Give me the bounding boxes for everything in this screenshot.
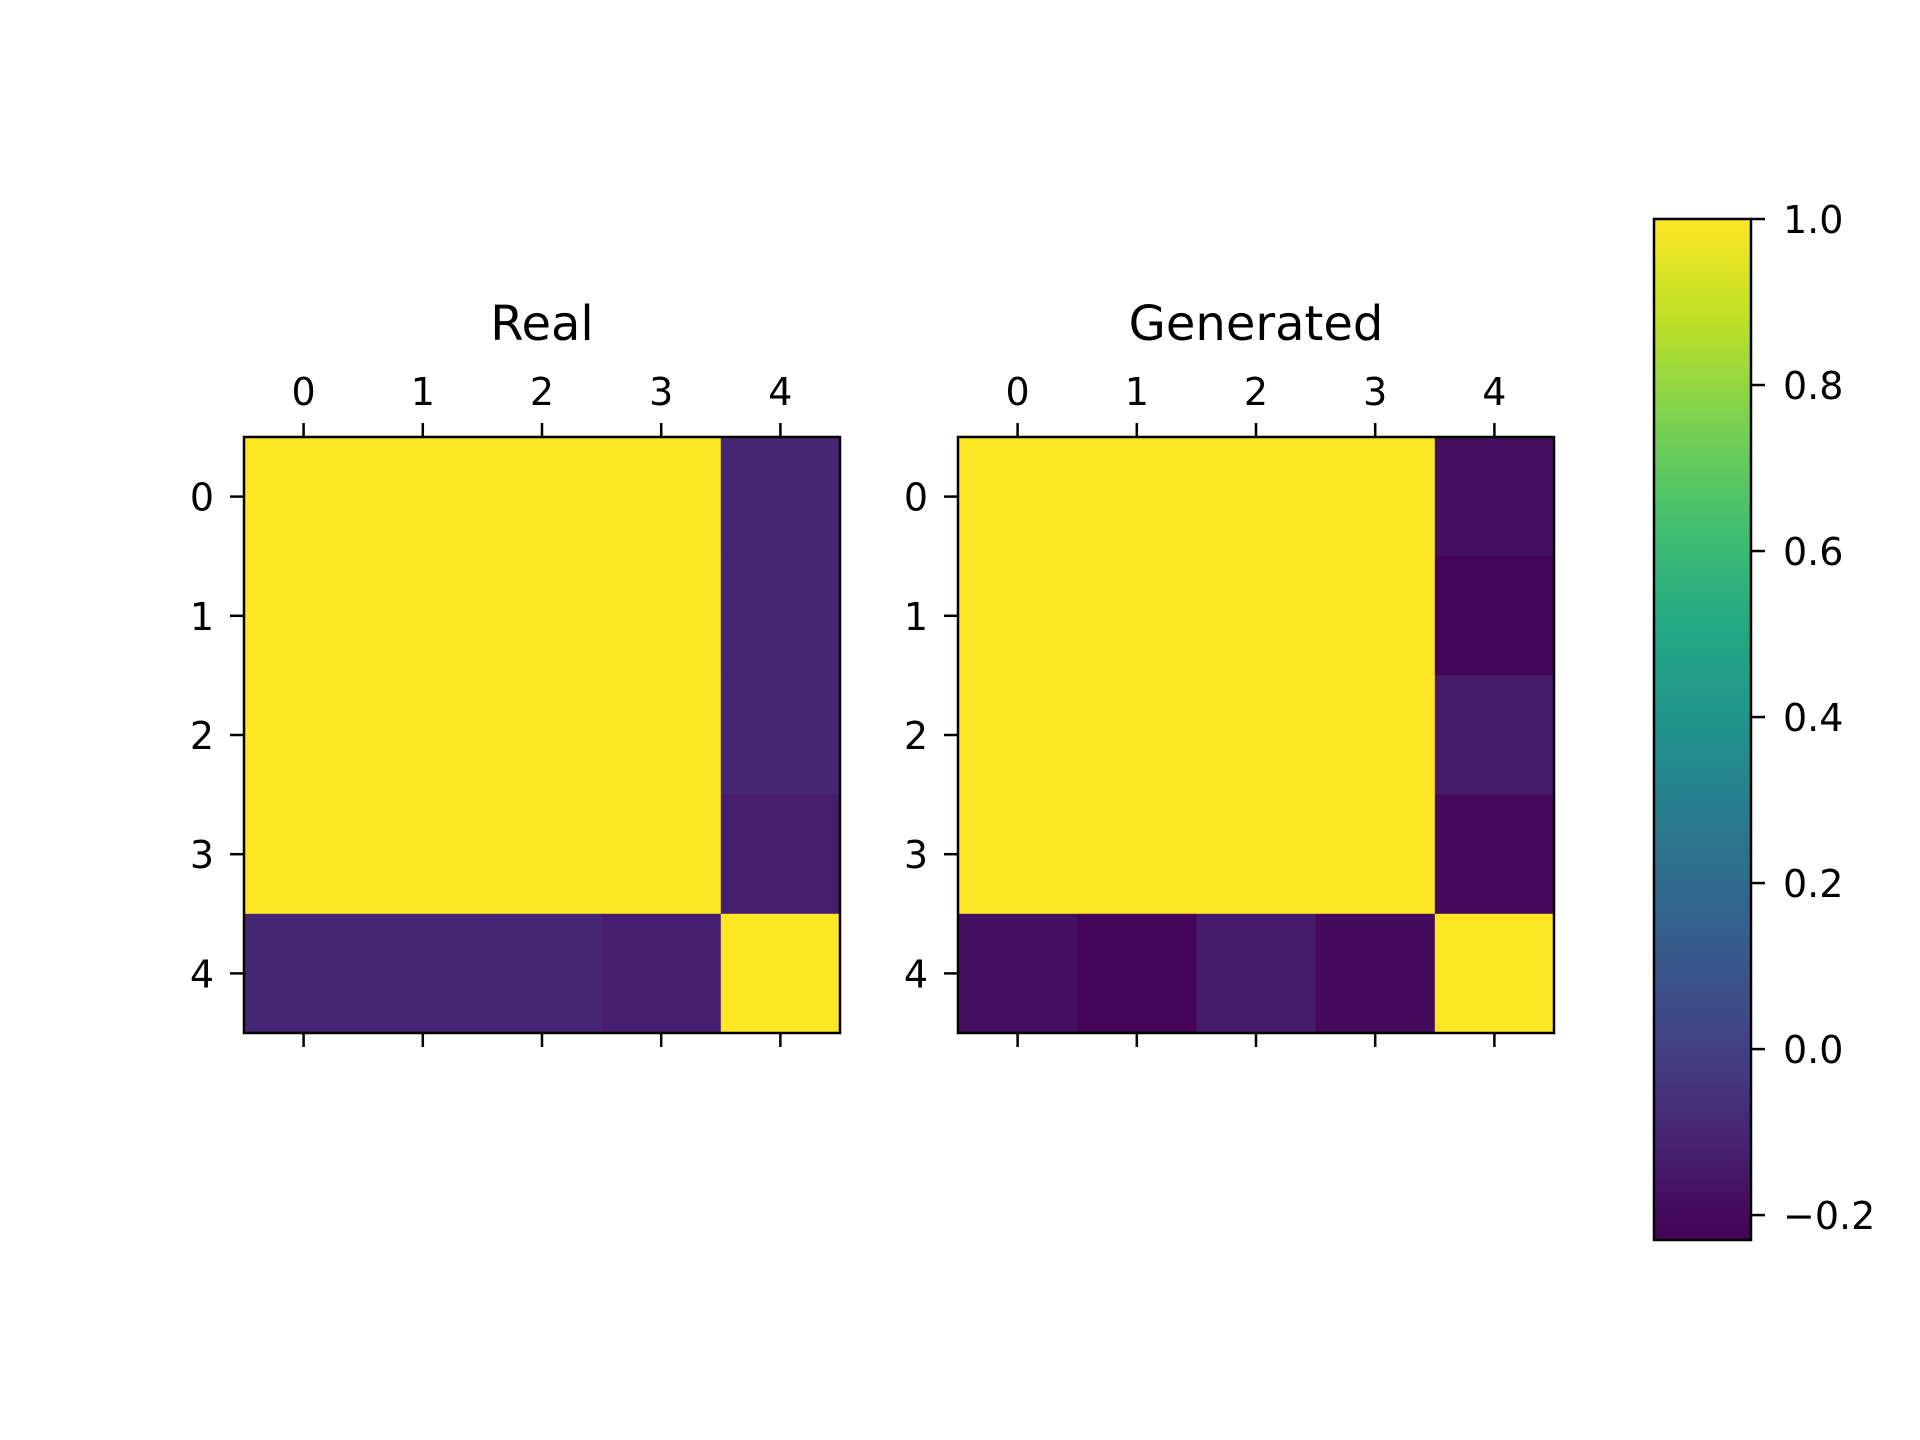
heatmap-cell-real-r2-c3 [601, 675, 722, 796]
x-tick-label-real: 1 [411, 370, 435, 414]
heatmap-cell-real-r4-c4 [720, 913, 841, 1034]
heatmap-cell-generated-r0-c1 [1077, 437, 1197, 557]
x-tick-label-generated: 4 [1482, 370, 1506, 414]
heatmap-generated: Generated 0 1 2 3 4 0 1 2 3 4 [904, 296, 1556, 1047]
heatmap-cell-generated-r4-c4 [1434, 913, 1555, 1034]
heatmap-cell-generated-r4-c0 [958, 913, 1078, 1034]
y-tick-label-generated: 3 [904, 833, 928, 877]
heatmap-cell-real-r1-c4 [720, 556, 841, 676]
heatmap-cell-real-r1-c0 [244, 556, 364, 676]
colorbar-tick-label: 0.2 [1783, 862, 1843, 906]
colorbar-tick-label: −0.2 [1783, 1194, 1875, 1238]
heatmap-cell-generated-r2-c4 [1434, 675, 1555, 796]
heatmap-cell-real-r0-c3 [601, 437, 722, 557]
chart-title-generated: Generated [1129, 296, 1384, 352]
heatmap-cell-real-r3-c0 [244, 794, 364, 915]
colorbar-ticks: 1.0 0.8 0.6 0.4 0.2 0.0 −0.2 [1751, 198, 1875, 1238]
heatmap-cell-real-r2-c4 [720, 675, 841, 796]
heatmap-cell-generated-r2-c0 [958, 675, 1078, 796]
colorbar-frame [1652, 217, 1753, 1242]
heatmap-cell-real-r0-c2 [482, 437, 603, 557]
x-tick-label-real: 3 [649, 370, 673, 414]
colorbar-tick-label: 0.8 [1783, 364, 1843, 408]
x-tick-label-real: 0 [292, 370, 316, 414]
heatmap-cell-generated-r1-c0 [958, 556, 1078, 676]
x-tick-label-real: 4 [768, 370, 792, 414]
x-tick-label-generated: 0 [1006, 370, 1030, 414]
axes-real: 0 1 2 3 4 0 1 2 3 4 [190, 370, 842, 1047]
heatmap-cell-generated-r2-c1 [1077, 675, 1197, 796]
y-tick-label-real: 4 [190, 952, 214, 996]
y-tick-label-real: 3 [190, 833, 214, 877]
heatmap-cell-generated-r2-c2 [1196, 675, 1317, 796]
heatmap-cell-real-r4-c2 [482, 913, 603, 1034]
colorbar-gradient [1654, 219, 1751, 1240]
x-tick-label-generated: 1 [1125, 370, 1149, 414]
heatmap-cell-real-r1-c1 [363, 556, 483, 676]
heatmap-cell-generated-r1-c3 [1315, 556, 1436, 676]
heatmap-cell-real-r3-c3 [601, 794, 722, 915]
heatmap-cell-generated-r0-c3 [1315, 437, 1436, 557]
x-tick-label-generated: 3 [1363, 370, 1387, 414]
y-tick-label-generated: 2 [904, 714, 928, 758]
heatmap-cell-generated-r4-c1 [1077, 913, 1197, 1034]
heatmap-cell-generated-r0-c4 [1434, 437, 1555, 557]
heatmap-cell-generated-r3-c4 [1434, 794, 1555, 915]
axes-generated: 0 1 2 3 4 0 1 2 3 4 [904, 370, 1556, 1047]
heatmap-cell-generated-r2-c3 [1315, 675, 1436, 796]
heatmap-cell-real-r4-c3 [601, 913, 722, 1034]
heatmap-cell-generated-r3-c2 [1196, 794, 1317, 915]
heatmap-cell-real-r0-c0 [244, 437, 364, 557]
heatmap-cell-generated-r3-c1 [1077, 794, 1197, 915]
heatmap-cell-generated-r1-c2 [1196, 556, 1317, 676]
heatmap-cell-generated-r1-c1 [1077, 556, 1197, 676]
y-tick-label-real: 0 [190, 476, 214, 520]
y-tick-label-generated: 1 [904, 595, 928, 639]
heatmap-cell-generated-r3-c0 [958, 794, 1078, 915]
heatmap-cell-generated-r4-c3 [1315, 913, 1436, 1034]
y-tick-label-real: 2 [190, 714, 214, 758]
heatmap-cell-real-r4-c1 [363, 913, 483, 1034]
heatmap-cell-generated-r4-c2 [1196, 913, 1317, 1034]
colorbar: 1.0 0.8 0.6 0.4 0.2 0.0 −0.2 [1652, 198, 1875, 1242]
heatmap-cell-real-r0-c4 [720, 437, 841, 557]
heatmap-cell-real-r3-c1 [363, 794, 483, 915]
heatmap-cell-generated-r0-c2 [1196, 437, 1317, 557]
chart-title-real: Real [490, 296, 593, 352]
x-tick-label-generated: 2 [1244, 370, 1268, 414]
heatmap-cell-real-r2-c1 [363, 675, 483, 796]
colorbar-tick-label: 0.4 [1783, 696, 1843, 740]
heatmap-real: Real 0 1 2 3 4 0 1 2 3 4 [190, 296, 842, 1047]
heatmap-cell-real-r2-c0 [244, 675, 364, 796]
heatmap-cell-real-r1-c3 [601, 556, 722, 676]
heatmap-cell-real-r0-c1 [363, 437, 483, 557]
heatmap-cells-real [244, 437, 841, 1034]
y-tick-label-real: 1 [190, 595, 214, 639]
heatmap-cell-real-r1-c2 [482, 556, 603, 676]
y-tick-label-generated: 0 [904, 476, 928, 520]
heatmap-cell-generated-r1-c4 [1434, 556, 1555, 676]
heatmap-cell-real-r3-c4 [720, 794, 841, 915]
x-tick-label-real: 2 [530, 370, 554, 414]
y-tick-label-generated: 4 [904, 952, 928, 996]
colorbar-tick-label: 1.0 [1783, 198, 1843, 242]
heatmap-cell-generated-r0-c0 [958, 437, 1078, 557]
colorbar-tick-label: 0.6 [1783, 530, 1843, 574]
heatmap-cell-real-r2-c2 [482, 675, 603, 796]
colorbar-tick-label: 0.0 [1783, 1028, 1843, 1072]
heatmap-cells-generated [958, 437, 1555, 1034]
heatmap-cell-real-r3-c2 [482, 794, 603, 915]
heatmap-cell-generated-r3-c3 [1315, 794, 1436, 915]
heatmap-cell-real-r4-c0 [244, 913, 364, 1034]
